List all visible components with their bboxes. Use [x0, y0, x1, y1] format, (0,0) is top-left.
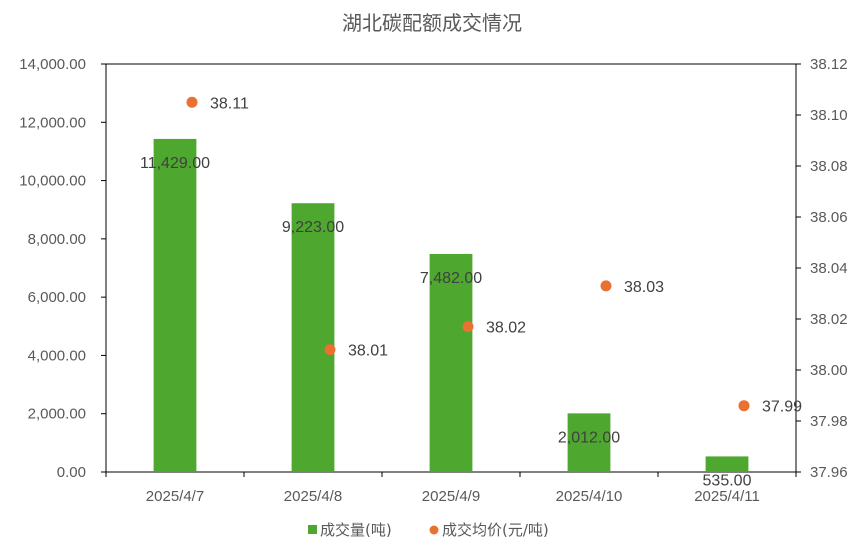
volume-data-label: 2,012.00: [558, 429, 620, 446]
left-tick-label: 0.00: [57, 464, 86, 481]
volume-data-label: 9,223.00: [282, 219, 344, 236]
price-point: [462, 321, 474, 333]
volume-data-label: 535.00: [703, 472, 752, 489]
legend: 成交量(吨) 成交均价(元/吨): [308, 521, 549, 539]
bar-series: 11,429.00 9,223.00 7,482.00 2,012.00 535.00: [140, 138, 752, 489]
price-point: [600, 280, 612, 292]
volume-data-label: 11,429.00: [140, 155, 210, 172]
right-tick-label: 38.10: [810, 107, 848, 124]
right-tick-label: 38.02: [810, 311, 848, 328]
volume-bar: [153, 138, 197, 473]
price-data-label: 38.01: [348, 343, 388, 360]
volume-data-label: 7,482.00: [420, 270, 482, 287]
right-tick-label: 38.06: [810, 209, 848, 226]
right-tick-label: 38.08: [810, 158, 848, 175]
price-data-label: 37.99: [762, 399, 802, 416]
right-tick-label: 37.98: [810, 413, 848, 430]
right-tick-label: 37.96: [810, 464, 848, 481]
right-tick-label: 38.12: [810, 56, 848, 73]
x-tick-label: 2025/4/7: [146, 488, 204, 505]
price-data-label: 38.02: [486, 320, 526, 337]
legend-label-volume: 成交量(吨): [320, 521, 392, 539]
price-data-label: 38.11: [210, 95, 249, 112]
left-tick-label: 14,000.00: [19, 56, 86, 73]
price-point: [186, 96, 198, 108]
x-tick-label: 2025/4/11: [694, 488, 760, 505]
x-tick-label: 2025/4/9: [422, 488, 480, 505]
volume-bar: [291, 203, 335, 472]
left-y-axis: 0.00 2,000.00 4,000.00 6,000.00 8,000.00 10,0…: [19, 56, 106, 481]
right-tick-label: 38.04: [810, 260, 848, 277]
chart-title: 湖北碳配额成交情况: [342, 11, 522, 35]
x-tick-label: 2025/4/10: [556, 488, 623, 505]
volume-bar: [429, 253, 473, 472]
right-y-axis: 37.96 37.98 38.00 38.02 38.04 38.06 38.08 38.10…: [796, 56, 848, 481]
left-tick-label: 4,000.00: [28, 347, 86, 364]
legend-swatch-price: [429, 525, 439, 535]
price-data-label: 38.03: [624, 279, 664, 296]
price-series: 38.11 38.01 38.02 38.03 37.99: [186, 95, 802, 416]
left-tick-label: 8,000.00: [28, 231, 86, 248]
volume-bar: [705, 456, 749, 472]
right-tick-label: 38.00: [810, 362, 848, 379]
left-tick-label: 2,000.00: [28, 406, 86, 423]
left-tick-label: 12,000.00: [19, 114, 86, 131]
x-tick-label: 2025/4/8: [284, 488, 342, 505]
legend-swatch-volume: [308, 525, 317, 534]
volume-bar: [567, 413, 611, 472]
x-axis: 2025/4/7 2025/4/8 2025/4/9 2025/4/10 2025/4/…: [105, 472, 797, 505]
legend-label-price: 成交均价(元/吨): [442, 521, 549, 539]
price-point: [324, 344, 336, 356]
left-tick-label: 6,000.00: [28, 289, 86, 306]
price-point: [738, 400, 750, 412]
left-tick-label: 10,000.00: [19, 173, 86, 190]
